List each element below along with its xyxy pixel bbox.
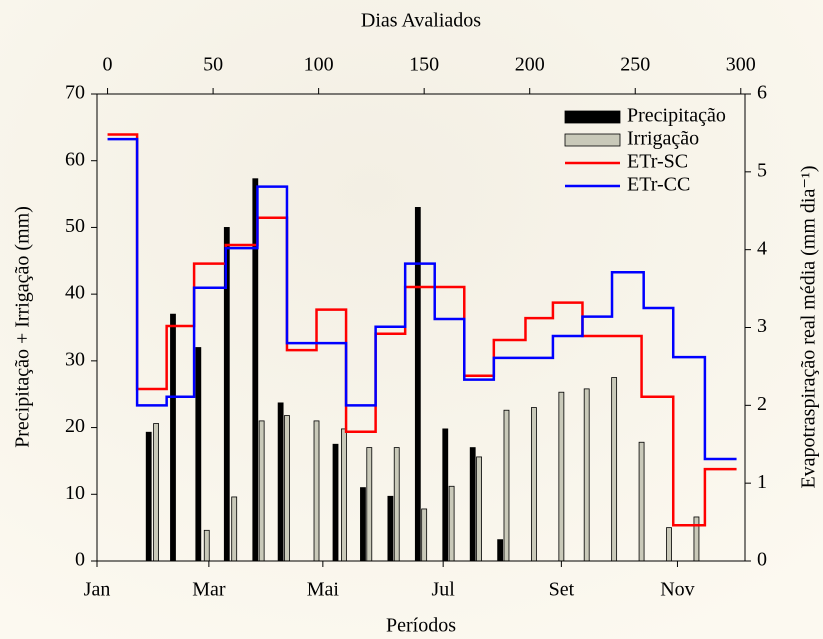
legend-label: ETr-CC: [627, 174, 690, 196]
bottom-tick-label: Nov: [660, 579, 694, 601]
bottom-tick-label: Jan: [84, 579, 111, 601]
bar: [559, 392, 564, 561]
bar: [639, 442, 644, 561]
x-tick-label: 0: [103, 54, 113, 76]
bar: [333, 444, 338, 561]
bar: [612, 378, 617, 561]
bar: [341, 429, 346, 561]
legend-label: ETr-SC: [627, 151, 688, 173]
y-tick-label: 0: [75, 549, 85, 571]
x-tick-label: 300: [726, 54, 756, 76]
bar: [360, 488, 365, 561]
y2-tick-label: 5: [757, 159, 767, 181]
y2-tick-label: 1: [757, 471, 767, 493]
x-tick-label: 250: [620, 54, 650, 76]
bar: [504, 410, 509, 561]
bottom-tick-label: Jul: [431, 579, 455, 601]
bar: [415, 207, 420, 561]
bar: [667, 528, 672, 561]
bar: [694, 517, 699, 561]
y2-tick-label: 2: [757, 393, 767, 415]
bar: [146, 432, 151, 561]
x-tick-label: 50: [203, 54, 223, 76]
y-tick-label: 10: [65, 482, 85, 504]
y2-tick-label: 4: [757, 237, 767, 259]
bottom-tick-label: Mar: [192, 579, 226, 601]
bar: [170, 314, 175, 561]
bar: [367, 448, 372, 561]
bar: [394, 448, 399, 561]
bar: [422, 509, 427, 561]
bar: [477, 457, 482, 561]
bar: [154, 424, 159, 561]
y-axis-title: Precipitação + Irrigação (mm): [12, 206, 34, 448]
legend-swatch: [565, 134, 620, 146]
y-tick-label: 60: [65, 148, 85, 170]
y-tick-label: 40: [65, 282, 85, 304]
legend-swatch: [565, 111, 620, 123]
bar: [388, 496, 393, 561]
bottom-tick-label: Mai: [307, 579, 340, 601]
x-tick-label: 100: [304, 54, 334, 76]
y-tick-label: 20: [65, 415, 85, 437]
legend-label: Irrigação: [627, 128, 699, 150]
bar: [443, 429, 448, 561]
top-axis-title: Dias Avaliados: [361, 10, 481, 32]
bar: [470, 448, 475, 561]
bottom-tick-label: Set: [549, 579, 575, 601]
background: [0, 0, 823, 639]
bar: [278, 403, 283, 561]
bar: [204, 530, 209, 561]
bar: [314, 421, 319, 561]
bar: [584, 389, 589, 561]
bar: [284, 416, 289, 561]
y2-axis-title: Evapotraspiração real média (mm dia⁻¹): [798, 165, 820, 488]
y-tick-label: 30: [65, 348, 85, 370]
y2-tick-label: 3: [757, 315, 767, 337]
x-tick-label: 200: [515, 54, 545, 76]
y-tick-label: 70: [65, 82, 85, 104]
bar: [232, 497, 237, 561]
bar: [449, 486, 454, 561]
bar: [196, 348, 201, 561]
chart: Dias Avaliados Períodos Precipitação + I…: [0, 0, 823, 639]
legend-label: Precipitação: [627, 105, 726, 127]
y2-tick-label: 0: [757, 549, 767, 571]
x-tick-label: 150: [409, 54, 439, 76]
bar: [498, 540, 503, 561]
bar: [531, 408, 536, 561]
bottom-axis-title: Períodos: [386, 615, 456, 637]
y2-tick-label: 6: [757, 82, 767, 104]
y-tick-label: 50: [65, 215, 85, 237]
bar: [259, 421, 264, 561]
